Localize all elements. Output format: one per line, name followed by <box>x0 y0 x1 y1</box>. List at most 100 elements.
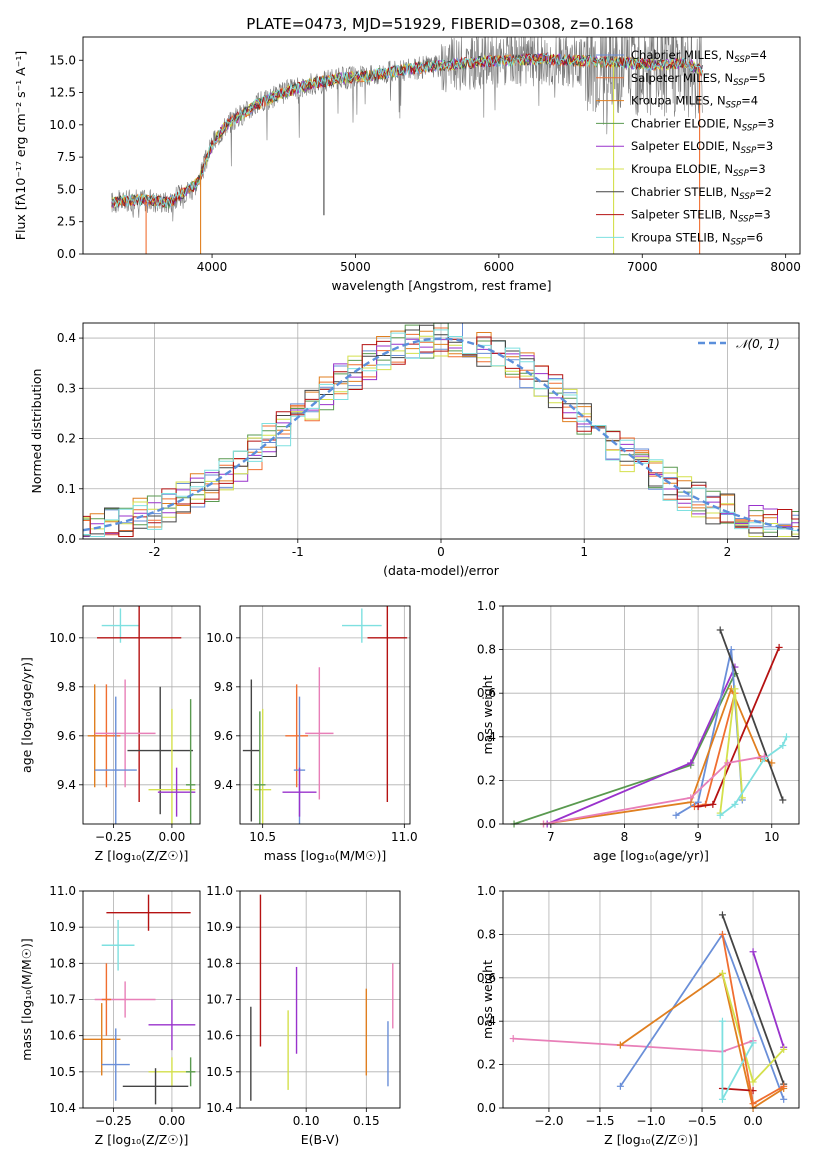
residuals-panel: -2 -1 0 1 2 0.0 0.1 0.2 0.3 0.4 (data-model)/error… <box>29 322 800 578</box>
mass-vs-ebv-panel: 0.10 0.15 10.4 10.5 10.6 10.7 10.8 10.9 11.0 E(B-… <box>206 884 401 1147</box>
legend-subscript: SSP <box>733 169 749 179</box>
legend-text: Kroupa MILES, N <box>631 94 726 108</box>
y-tick-label: 9.8 <box>57 680 76 694</box>
x-tick-label: −1.5 <box>585 1114 614 1128</box>
weight-line-kroupa_stelib <box>719 736 788 817</box>
legend-tail: =4 <box>741 94 758 108</box>
x-tick-label: 8 <box>621 830 629 844</box>
legend-entry: 𝒩(0, 1) <box>736 337 780 351</box>
histogram-salpeter_stelib <box>83 336 799 537</box>
x-tick-label: 2 <box>724 545 732 559</box>
x-tick-label: 8000 <box>770 260 801 274</box>
legend-entry: Chabrier ELODIE, NSSP=3 <box>631 116 774 133</box>
legend-text: Chabrier MILES, N <box>631 48 734 62</box>
normal-curve <box>82 337 800 532</box>
y-tick-label: 9.4 <box>214 778 233 792</box>
legend-text: Salpeter STELIB, N <box>631 208 738 222</box>
histogram-kroupa_miles <box>83 330 799 537</box>
y-tick-label: 0.1 <box>57 482 76 496</box>
y-tick-label: 9.6 <box>214 729 233 743</box>
x-tick-label: 10 <box>764 830 779 844</box>
legend-text: Salpeter MILES, N <box>631 71 733 85</box>
y-tick-label: 10.8 <box>206 956 233 970</box>
weight-line-kroupa_miles <box>619 971 785 1110</box>
model-spectrum-salpeter_elodie <box>111 52 703 208</box>
y-tick-label: 10.5 <box>206 1065 233 1079</box>
weight-line-pink <box>543 755 765 825</box>
legend-tail: =3 <box>757 116 774 130</box>
legend-text: Chabrier STELIB, N <box>631 185 739 199</box>
axes-frame <box>239 890 401 1109</box>
x-tick-label: 0.10 <box>293 1114 320 1128</box>
y-tick-label: 0.2 <box>57 432 76 446</box>
legend-entry: Salpeter STELIB, NSSP=3 <box>631 208 771 225</box>
y-tick-label: 10.7 <box>206 993 233 1007</box>
legend-entry: Chabrier MILES, NSSP=4 <box>631 48 767 65</box>
y-tick-label: 9.6 <box>57 729 76 743</box>
x-tick-label: 7000 <box>627 260 658 274</box>
legend-text: Kroupa STELIB, N <box>631 230 731 244</box>
y-axis-label: mass weight <box>480 675 495 754</box>
x-tick-label: 9 <box>694 830 702 844</box>
y-tick-label: 5.0 <box>57 182 76 196</box>
weight-line-salpeter_stelib <box>697 647 780 808</box>
x-axis-label: Z [log₁₀(Z/Z☉)] <box>95 1132 189 1147</box>
x-axis-label: mass [log₁₀(M/M☉)] <box>264 848 386 863</box>
legend-text: Chabrier ELODIE, N <box>631 116 742 130</box>
y-tick-label: 0.0 <box>477 1101 496 1115</box>
x-axis-label: E(B-V) <box>301 1132 340 1147</box>
x-tick-label: 1 <box>580 545 588 559</box>
legend-tail: =3 <box>756 139 773 153</box>
x-tick-label: 6000 <box>484 260 515 274</box>
y-tick-label: 0.2 <box>477 1058 496 1072</box>
y-tick-label: 11.0 <box>49 884 76 898</box>
y-tick-label: 10.0 <box>49 118 76 132</box>
axes-frame <box>82 605 201 825</box>
legend-tail: =5 <box>749 71 766 85</box>
y-tick-label: 7.5 <box>57 150 76 164</box>
legend-text: Salpeter ELODIE, N <box>631 139 741 153</box>
spectrum-panel: 4000 5000 6000 7000 8000 0.0 2.5 5.0 7.5 10.0 12.5… <box>13 36 801 293</box>
legend-subscript: SSP <box>739 192 755 202</box>
weight-line-chabrier_stelib <box>721 914 785 1085</box>
y-tick-label: 0.4 <box>477 730 496 744</box>
y-tick-label: 11.0 <box>206 884 233 898</box>
x-tick-label: 0 <box>437 545 445 559</box>
legend-entry: Salpeter ELODIE, NSSP=3 <box>631 139 773 156</box>
y-tick-label: 1.0 <box>477 599 496 613</box>
axes-frame <box>502 890 800 1109</box>
y-tick-label: 10.6 <box>49 1029 76 1043</box>
y-axis-label: Flux [fλ10⁻¹⁷ erg cm⁻² s⁻¹ A⁻¹] <box>13 51 28 240</box>
legend-subscript: SSP <box>733 78 749 88</box>
legend-tail: =2 <box>755 185 772 199</box>
axes-frame <box>82 322 800 540</box>
y-tick-label: 10.8 <box>49 956 76 970</box>
axes-frame <box>82 36 801 255</box>
y-tick-label: 12.5 <box>49 86 76 100</box>
legend-entry: Chabrier STELIB, NSSP=2 <box>631 185 772 202</box>
x-tick-label: 10.5 <box>249 830 276 844</box>
legend-subscript: SSP <box>731 237 747 247</box>
x-tick-label: −0.5 <box>687 1114 716 1128</box>
x-tick-label: 5000 <box>340 260 371 274</box>
x-tick-label: -1 <box>292 545 304 559</box>
y-tick-label: 0.0 <box>57 247 76 261</box>
x-tick-label: 0.0 <box>744 1114 763 1128</box>
weight-line-salpeter_elodie <box>752 951 785 1048</box>
legend-entry: Kroupa ELODIE, NSSP=3 <box>631 162 766 179</box>
y-tick-label: 10.4 <box>49 1101 76 1115</box>
y-tick-label: 10.0 <box>49 631 76 645</box>
mass-weight-vs-metallicity-panel: −2.0 −1.5 −1.0 −0.5 0.0 0.0 0.2 0.4 0.6 0.8 1.0 Z [… <box>477 884 800 1147</box>
y-tick-label: 15.0 <box>49 53 76 67</box>
y-tick-label: 0.8 <box>477 643 496 657</box>
legend-subscript: SSP <box>742 123 758 133</box>
y-tick-label: 0.4 <box>57 331 76 345</box>
x-tick-label: 0.00 <box>159 830 186 844</box>
y-axis-label: mass [log₁₀(M/M☉)] <box>19 938 34 1060</box>
legend-entry: Salpeter MILES, NSSP=5 <box>631 71 766 88</box>
y-tick-label: 2.5 <box>57 215 76 229</box>
legend-text: Kroupa ELODIE, N <box>631 162 733 176</box>
y-axis-label: Normed distribution <box>29 369 44 494</box>
x-tick-label: 11.0 <box>391 830 418 844</box>
